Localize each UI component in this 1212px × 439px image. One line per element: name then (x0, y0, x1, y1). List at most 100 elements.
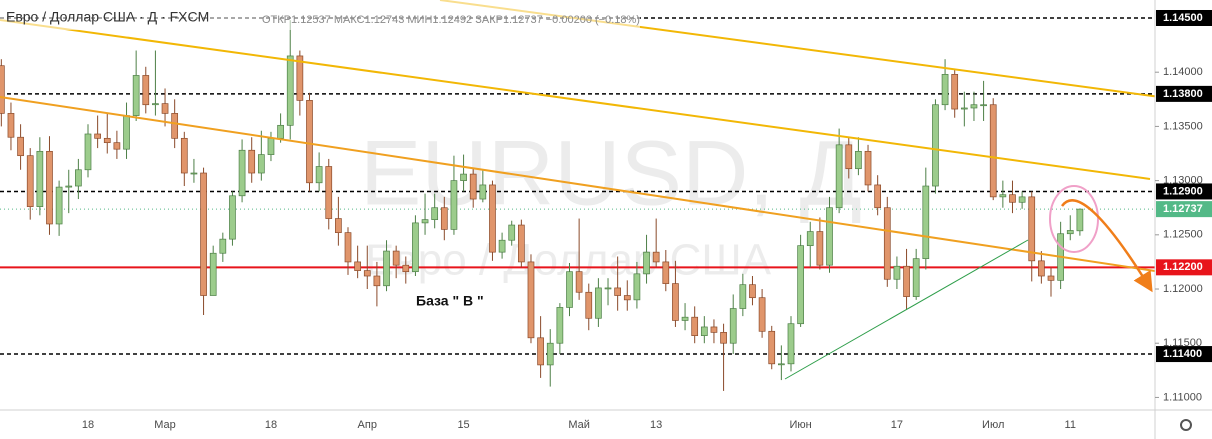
level-label: 1.13800 (1163, 88, 1203, 100)
candle-body (489, 184, 496, 253)
candle-body (662, 261, 670, 284)
candle-body (739, 284, 747, 309)
candle-body (402, 264, 410, 273)
candle-body (932, 104, 939, 187)
candle-body (75, 169, 82, 187)
candle-body (883, 207, 891, 280)
ohlc: ОТКР1.12537 МАКС1.12743 МИН1.12492 ЗАКР1… (262, 14, 640, 26)
candle-body (989, 104, 997, 198)
candle-body (922, 185, 930, 260)
candle-body (123, 115, 130, 150)
settings-icon[interactable] (1180, 419, 1192, 431)
annotation: База " В " (416, 293, 484, 309)
candle-body (65, 185, 73, 188)
candle-body (633, 273, 641, 301)
candle-body (652, 251, 660, 263)
candle-body (951, 74, 959, 110)
candle-body (200, 172, 207, 296)
candle-body (941, 74, 949, 106)
candle-body (749, 284, 756, 299)
candle-body (363, 270, 371, 277)
candle-body (296, 55, 304, 101)
candle-body (315, 166, 323, 184)
candle-body (479, 184, 487, 200)
candle-body (171, 113, 179, 139)
y-tick-label: 1.13500 (1163, 120, 1203, 132)
last-price-bg (1156, 201, 1212, 218)
candle-body (7, 113, 15, 138)
candle-body (440, 207, 448, 230)
level-label: 1.12200 (1163, 261, 1203, 273)
candle-body (585, 291, 593, 319)
candle-body (46, 150, 53, 225)
candle-body (450, 180, 458, 230)
candle-body (229, 195, 236, 240)
level-label-bg (1156, 259, 1212, 276)
x-tick-label: 17 (891, 419, 903, 431)
candle-body (999, 194, 1007, 198)
candle-body (710, 326, 718, 333)
level-label: 1.11400 (1163, 348, 1202, 360)
y-tick-label: 1.11000 (1163, 391, 1202, 403)
candle-body (508, 224, 516, 241)
trend-line (784, 239, 1029, 380)
candles (0, 20, 1084, 391)
candle-body (94, 133, 101, 139)
candle-body (806, 231, 814, 247)
candle-body (874, 184, 882, 209)
candle-body (152, 103, 159, 106)
candle-body (566, 271, 573, 308)
candle-body (672, 283, 679, 321)
candle-body (845, 144, 853, 170)
candle-body (700, 326, 708, 336)
candle-body (758, 297, 766, 332)
header-bg (0, 0, 640, 30)
candle-body (460, 173, 467, 181)
candle-body (1076, 208, 1084, 232)
forecast-arrow (1060, 199, 1153, 293)
level-label-bg (1156, 183, 1212, 200)
candle-body (537, 337, 544, 366)
candle-body (729, 308, 737, 344)
candle-body (1028, 196, 1036, 262)
candle-body (84, 133, 92, 171)
candle-body (469, 173, 477, 200)
candle-body (335, 218, 342, 233)
x-tick-label: Апр (358, 419, 377, 431)
candle-body (344, 232, 352, 263)
candle-body (1038, 260, 1045, 277)
candle-body (0, 65, 5, 114)
candle-body (421, 219, 429, 224)
candle-body (527, 261, 535, 339)
candle-body (132, 75, 140, 116)
candle-body (912, 258, 920, 297)
candle-body (248, 149, 256, 174)
candle-body (257, 154, 265, 174)
candle-body (556, 307, 564, 344)
candle-body (325, 166, 333, 219)
candle-body (113, 142, 121, 150)
candle-body (864, 150, 872, 186)
candle-body (142, 75, 150, 106)
candle-body (546, 342, 554, 366)
candle-body (277, 124, 284, 139)
candle-body (643, 251, 650, 275)
trend-line (0, 19, 1151, 180)
x-tick-label: Июн (790, 419, 812, 431)
candle-body (238, 149, 246, 197)
level-label: 1.14500 (1163, 12, 1203, 24)
symbol: Евро / Доллар США · Д · FXCM (6, 9, 209, 25)
x-tick-label: Май (568, 419, 590, 431)
candle-body (180, 137, 188, 174)
candle-body (412, 222, 419, 273)
x-tick-label: 15 (457, 419, 469, 431)
levels (0, 17, 1155, 355)
candle-body (893, 265, 901, 280)
candle-body (383, 250, 390, 287)
candle-body (768, 330, 776, 365)
last-price-label: 1.12737 (1163, 203, 1203, 215)
candle-body (691, 316, 699, 336)
candle-body (787, 323, 795, 365)
candle-body (720, 332, 727, 344)
